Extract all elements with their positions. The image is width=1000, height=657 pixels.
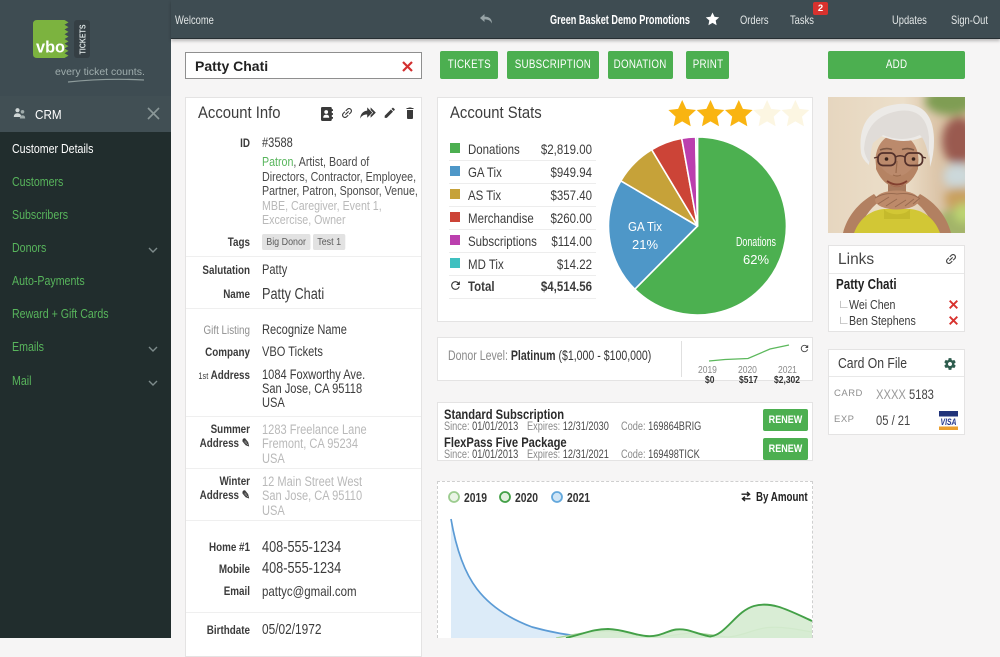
svg-text:21%: 21% <box>632 237 658 252</box>
svg-text:TICKETS: TICKETS <box>79 24 88 55</box>
svg-text:2021: 2021 <box>567 491 590 504</box>
svg-text:VISA: VISA <box>941 417 957 427</box>
svg-text:Donations: Donations <box>736 234 776 249</box>
svg-text:vbo: vbo <box>36 39 65 57</box>
svg-text:62%: 62% <box>743 252 769 267</box>
svg-text:2020: 2020 <box>515 491 538 504</box>
svg-text:2019: 2019 <box>464 491 487 504</box>
svg-text:GA Tix: GA Tix <box>628 219 662 234</box>
